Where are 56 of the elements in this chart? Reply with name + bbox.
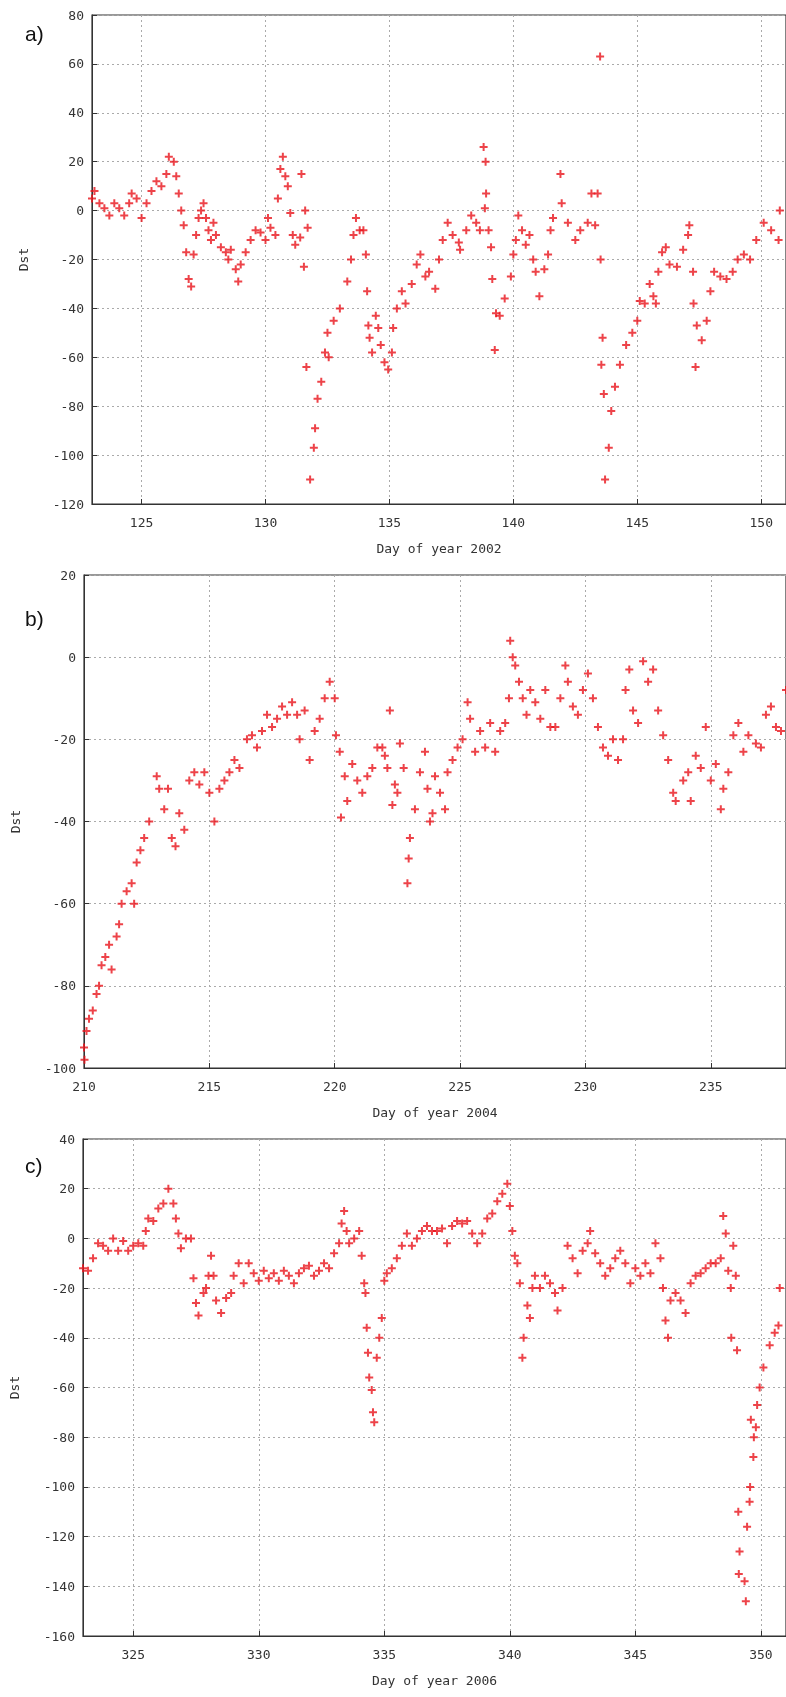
x-tick-label: 125 bbox=[129, 515, 154, 530]
y-tick-label: -120 bbox=[43, 1529, 75, 1545]
y-tick-label: 20 bbox=[60, 567, 76, 583]
y-tick-label: -100 bbox=[43, 1479, 75, 1495]
x-tick-label: 135 bbox=[377, 515, 402, 530]
y-tick-label: -60 bbox=[60, 349, 84, 365]
text: a) bbox=[25, 22, 44, 45]
x-tick-label: 225 bbox=[448, 1079, 472, 1094]
y-tick-label: 0 bbox=[76, 203, 84, 219]
x-axis-title: Day of year 2006 bbox=[371, 1673, 498, 1688]
x-axis-title: Day of year 2002 bbox=[376, 541, 502, 556]
y-tick-label: -80 bbox=[51, 1429, 75, 1445]
x-axis-title: Day of year 2004 bbox=[372, 1105, 498, 1120]
x-tick-label: 210 bbox=[72, 1079, 96, 1094]
y-tick-label: -60 bbox=[52, 896, 76, 912]
y-tick-label: -20 bbox=[52, 731, 76, 747]
x-tick-label: 220 bbox=[322, 1079, 347, 1094]
y-tick-label: 80 bbox=[68, 7, 84, 23]
y-tick-label: -80 bbox=[52, 978, 76, 994]
x-tick-label: 340 bbox=[498, 1647, 522, 1662]
text: b) bbox=[25, 607, 44, 630]
y-tick-label: -40 bbox=[52, 814, 76, 829]
y-axis-title: Dst bbox=[8, 809, 23, 834]
y-tick-label: -100 bbox=[52, 447, 84, 463]
y-tick-label: -80 bbox=[60, 398, 84, 414]
y-tick-label: 0 bbox=[68, 649, 76, 665]
y-tick-label: -120 bbox=[52, 496, 84, 512]
y-tick-label: -20 bbox=[51, 1280, 75, 1296]
x-tick-label: 350 bbox=[749, 1647, 773, 1662]
y-tick-label: -40 bbox=[60, 300, 84, 316]
y-tick-label: 40 bbox=[59, 1131, 75, 1147]
x-tick-label: 215 bbox=[197, 1079, 222, 1094]
y-tick-label: 20 bbox=[59, 1181, 75, 1197]
x-tick-label: 330 bbox=[247, 1647, 271, 1662]
y-tick-label: 20 bbox=[68, 154, 84, 170]
y-tick-label: -140 bbox=[43, 1578, 75, 1594]
y-tick-label: 60 bbox=[68, 56, 84, 72]
y-tick-label: -160 bbox=[43, 1628, 75, 1644]
x-tick-label: 130 bbox=[253, 515, 278, 530]
y-axis-title: Dst bbox=[7, 1375, 22, 1400]
x-tick-label: 230 bbox=[573, 1079, 598, 1094]
x-tick-label: 150 bbox=[749, 515, 773, 530]
y-tick-label: 0 bbox=[67, 1230, 75, 1246]
y-tick-label: -60 bbox=[51, 1380, 75, 1395]
y-tick-label: 40 bbox=[68, 105, 84, 121]
x-tick-label: 325 bbox=[121, 1647, 145, 1662]
y-tick-label: -100 bbox=[44, 1060, 76, 1076]
y-axis-title: Dst bbox=[16, 247, 31, 272]
x-tick-label: 345 bbox=[623, 1647, 648, 1662]
text: c) bbox=[25, 1154, 43, 1177]
x-tick-label: 335 bbox=[372, 1647, 397, 1662]
x-tick-label: 145 bbox=[625, 515, 650, 530]
x-tick-label: 140 bbox=[501, 515, 526, 530]
y-tick-label: -40 bbox=[51, 1330, 75, 1346]
x-tick-label: 235 bbox=[699, 1079, 723, 1094]
y-tick-label: -20 bbox=[60, 252, 84, 267]
